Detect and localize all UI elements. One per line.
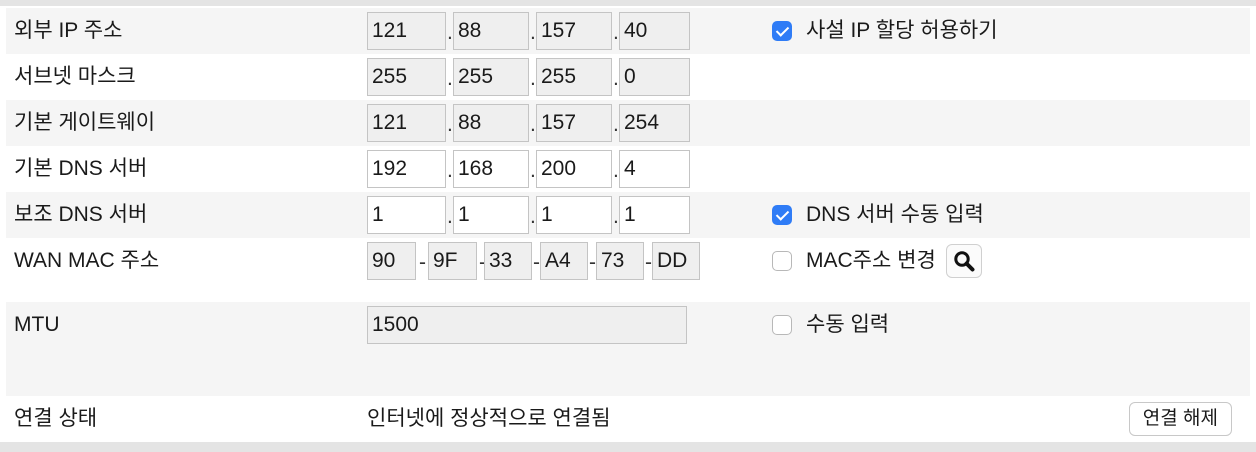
subnet-octet-1[interactable]: 255 xyxy=(367,58,446,96)
row-wan-ip: 외부 IP 주소 121 . 88 . 157 . 40 사설 IP 할당 허용… xyxy=(6,8,1250,54)
primary-dns-octet-3[interactable]: 200 xyxy=(536,150,612,188)
mac-change-label: MAC주소 변경 xyxy=(806,249,936,272)
manual-mtu-label: 수동 입력 xyxy=(806,313,890,336)
primary-dns-octet-2[interactable]: 168 xyxy=(453,150,529,188)
gateway-octet-4[interactable]: 254 xyxy=(619,104,690,142)
gateway-octet-3[interactable]: 157 xyxy=(536,104,612,142)
dot-separator: . xyxy=(447,67,453,90)
gateway-octet-2[interactable]: 88 xyxy=(453,104,529,142)
mac-part-2[interactable]: 9F xyxy=(428,242,477,280)
mac-search-button[interactable] xyxy=(945,244,982,278)
dot-separator: . xyxy=(613,205,619,228)
row-subnet-mask: 서브넷 마스크 255 . 255 . 255 . 0 xyxy=(6,54,1250,100)
row-gateway: 기본 게이트웨이 121 . 88 . 157 . 254 xyxy=(6,100,1250,146)
mac-part-1[interactable]: 90 xyxy=(367,242,416,280)
subnet-octet-2[interactable]: 255 xyxy=(453,58,529,96)
secondary-dns-label: 보조 DNS 서버 xyxy=(14,203,148,226)
dash-separator: - xyxy=(589,251,596,274)
mac-part-5[interactable]: 73 xyxy=(596,242,644,280)
wan-mac-label: WAN MAC 주소 xyxy=(14,249,160,272)
mtu-input[interactable]: 1500 xyxy=(367,306,687,344)
dash-separator: - xyxy=(479,251,486,274)
primary-dns-octet-1[interactable]: 192 xyxy=(367,150,446,188)
dot-separator: . xyxy=(530,159,536,182)
row-mtu: MTU 1500 수동 입력 xyxy=(6,302,1250,348)
section-spacer xyxy=(6,348,1250,396)
mac-part-6[interactable]: DD xyxy=(652,242,700,280)
secondary-dns-octet-2[interactable]: 1 xyxy=(453,196,529,234)
dash-separator: - xyxy=(533,251,540,274)
dot-separator: . xyxy=(613,159,619,182)
mac-part-4[interactable]: A4 xyxy=(540,242,588,280)
bottom-divider xyxy=(0,442,1256,452)
dot-separator: . xyxy=(447,205,453,228)
private-ip-checkbox[interactable] xyxy=(772,21,792,41)
private-ip-label: 사설 IP 할당 허용하기 xyxy=(806,19,998,42)
wan-ip-octet-4[interactable]: 40 xyxy=(619,12,690,50)
manual-mtu-checkbox[interactable] xyxy=(772,315,792,335)
mac-change-option[interactable]: MAC주소 변경 xyxy=(772,244,982,278)
wan-ip-octet-1[interactable]: 121 xyxy=(367,12,446,50)
manual-mtu-option[interactable]: 수동 입력 xyxy=(772,311,889,339)
mtu-label: MTU xyxy=(14,313,60,336)
dot-separator: . xyxy=(447,159,453,182)
dash-separator: - xyxy=(419,251,426,274)
connection-status-label: 연결 상태 xyxy=(14,407,98,430)
wan-ip-octet-3[interactable]: 157 xyxy=(536,12,612,50)
subnet-octet-4[interactable]: 0 xyxy=(619,58,690,96)
connection-status-text: 인터넷에 정상적으로 연결됨 xyxy=(367,407,611,430)
secondary-dns-octet-1[interactable]: 1 xyxy=(367,196,446,234)
disconnect-button[interactable]: 연결 해제 xyxy=(1128,402,1232,436)
dot-separator: . xyxy=(530,113,536,136)
row-wan-mac: WAN MAC 주소 90 - 9F - 33 - A4 - 73 - DD M… xyxy=(6,238,1250,284)
dot-separator: . xyxy=(613,67,619,90)
gateway-octet-1[interactable]: 121 xyxy=(367,104,446,142)
gateway-label: 기본 게이트웨이 xyxy=(14,111,156,134)
dot-separator: . xyxy=(530,67,536,90)
manual-dns-checkbox[interactable] xyxy=(772,205,792,225)
dot-separator: . xyxy=(447,21,453,44)
dot-separator: . xyxy=(530,205,536,228)
top-divider xyxy=(0,0,1256,6)
secondary-dns-octet-3[interactable]: 1 xyxy=(536,196,612,234)
wan-ip-label: 외부 IP 주소 xyxy=(14,19,123,42)
secondary-dns-octet-4[interactable]: 1 xyxy=(619,196,690,234)
subnet-mask-label: 서브넷 마스크 xyxy=(14,65,136,88)
row-secondary-dns: 보조 DNS 서버 1 . 1 . 1 . 1 DNS 서버 수동 입력 xyxy=(6,192,1250,238)
mac-part-3[interactable]: 33 xyxy=(484,242,532,280)
dot-separator: . xyxy=(447,113,453,136)
dash-separator: - xyxy=(645,251,652,274)
search-icon xyxy=(954,251,975,272)
mac-change-checkbox[interactable] xyxy=(772,251,792,271)
primary-dns-octet-4[interactable]: 4 xyxy=(619,150,690,188)
private-ip-option[interactable]: 사설 IP 할당 허용하기 xyxy=(772,17,998,45)
row-connection-status: 연결 상태 인터넷에 정상적으로 연결됨 연결 해제 xyxy=(6,396,1250,442)
subnet-octet-3[interactable]: 255 xyxy=(536,58,612,96)
manual-dns-label: DNS 서버 수동 입력 xyxy=(806,203,984,226)
dot-separator: . xyxy=(613,21,619,44)
wan-ip-octet-2[interactable]: 88 xyxy=(453,12,529,50)
row-primary-dns: 기본 DNS 서버 192 . 168 . 200 . 4 xyxy=(6,146,1250,192)
dot-separator: . xyxy=(613,113,619,136)
primary-dns-label: 기본 DNS 서버 xyxy=(14,157,148,180)
manual-dns-option[interactable]: DNS 서버 수동 입력 xyxy=(772,201,984,229)
dot-separator: . xyxy=(530,21,536,44)
